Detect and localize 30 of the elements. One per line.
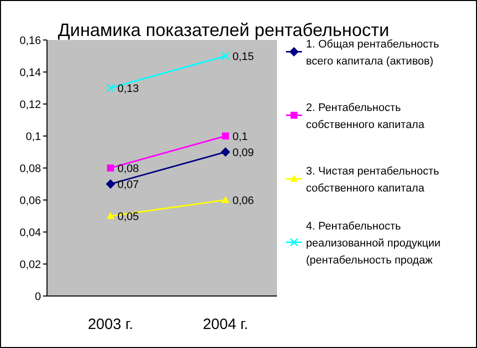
legend-label: 3. Чистая рентабельность собственного капитала: [306, 165, 440, 194]
y-tick-label: 0,08: [20, 163, 41, 175]
data-label: 0,13: [118, 83, 139, 95]
y-tick-label: 0,02: [20, 259, 41, 271]
y-tick-label: 0: [34, 291, 41, 303]
legend-label: 2. Рентабельность собственного капитала: [306, 102, 426, 131]
point: [107, 164, 114, 172]
point: [221, 52, 230, 60]
point: [106, 180, 115, 188]
point: [221, 148, 230, 156]
data-label: 0,08: [118, 163, 139, 175]
y-tick-label: 0,12: [20, 99, 41, 111]
data-label: 0,1: [232, 131, 248, 143]
y-tick-label: 0,14: [20, 67, 41, 79]
point: [222, 132, 229, 140]
data-label: 0,09: [232, 147, 254, 159]
x-tick-label: 2004 г.: [202, 316, 248, 333]
y-tick-label: 0,04: [20, 227, 41, 239]
legend-label: 4. Рентабельность реализованной продукции (рентабельность продаж: [306, 220, 441, 266]
data-label: 0,07: [118, 179, 139, 191]
y-tick-label: 0,1: [26, 131, 41, 143]
point: [106, 84, 115, 92]
y-tick-label: 0,06: [20, 195, 41, 207]
x-tick-label: 2003 г.: [88, 316, 134, 333]
chart-title: Динамика показателей рентабельности: [58, 20, 390, 40]
data-label: 0,15: [232, 51, 254, 63]
y-tick-label: 0,16: [20, 35, 41, 47]
data-label: 0,05: [118, 211, 139, 223]
data-label: 0,06: [232, 195, 254, 207]
legend-label: 1. Общая рентабельность всего капитала (активов): [306, 38, 440, 68]
